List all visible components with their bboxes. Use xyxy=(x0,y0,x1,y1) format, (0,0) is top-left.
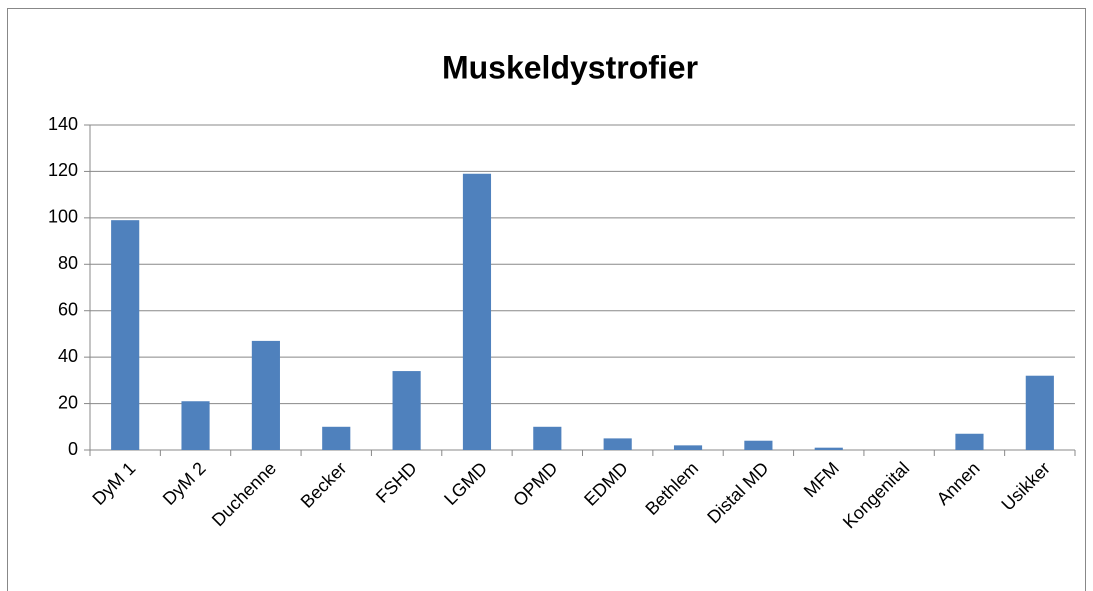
chart-title: Muskeldystrofier xyxy=(442,49,698,85)
bar xyxy=(462,173,492,450)
bar xyxy=(392,371,421,450)
bar xyxy=(181,401,210,450)
bar xyxy=(603,438,632,450)
bar xyxy=(955,433,984,450)
y-tick-label: 100 xyxy=(48,207,78,227)
y-tick-label: 0 xyxy=(68,439,78,459)
y-tick-label: 80 xyxy=(58,253,78,273)
bar xyxy=(533,426,562,450)
y-tick-label: 40 xyxy=(58,346,78,366)
bar xyxy=(814,447,843,450)
bar xyxy=(111,220,140,450)
bar xyxy=(251,340,280,450)
y-tick-label: 20 xyxy=(58,392,78,412)
chart-frame xyxy=(7,8,1086,591)
y-tick-label: 60 xyxy=(58,299,78,319)
bar xyxy=(673,445,703,450)
y-tick-label: 140 xyxy=(48,114,78,134)
y-tick-label: 120 xyxy=(48,160,78,180)
bar xyxy=(744,440,773,450)
bar xyxy=(322,426,351,450)
bar xyxy=(1025,375,1054,450)
